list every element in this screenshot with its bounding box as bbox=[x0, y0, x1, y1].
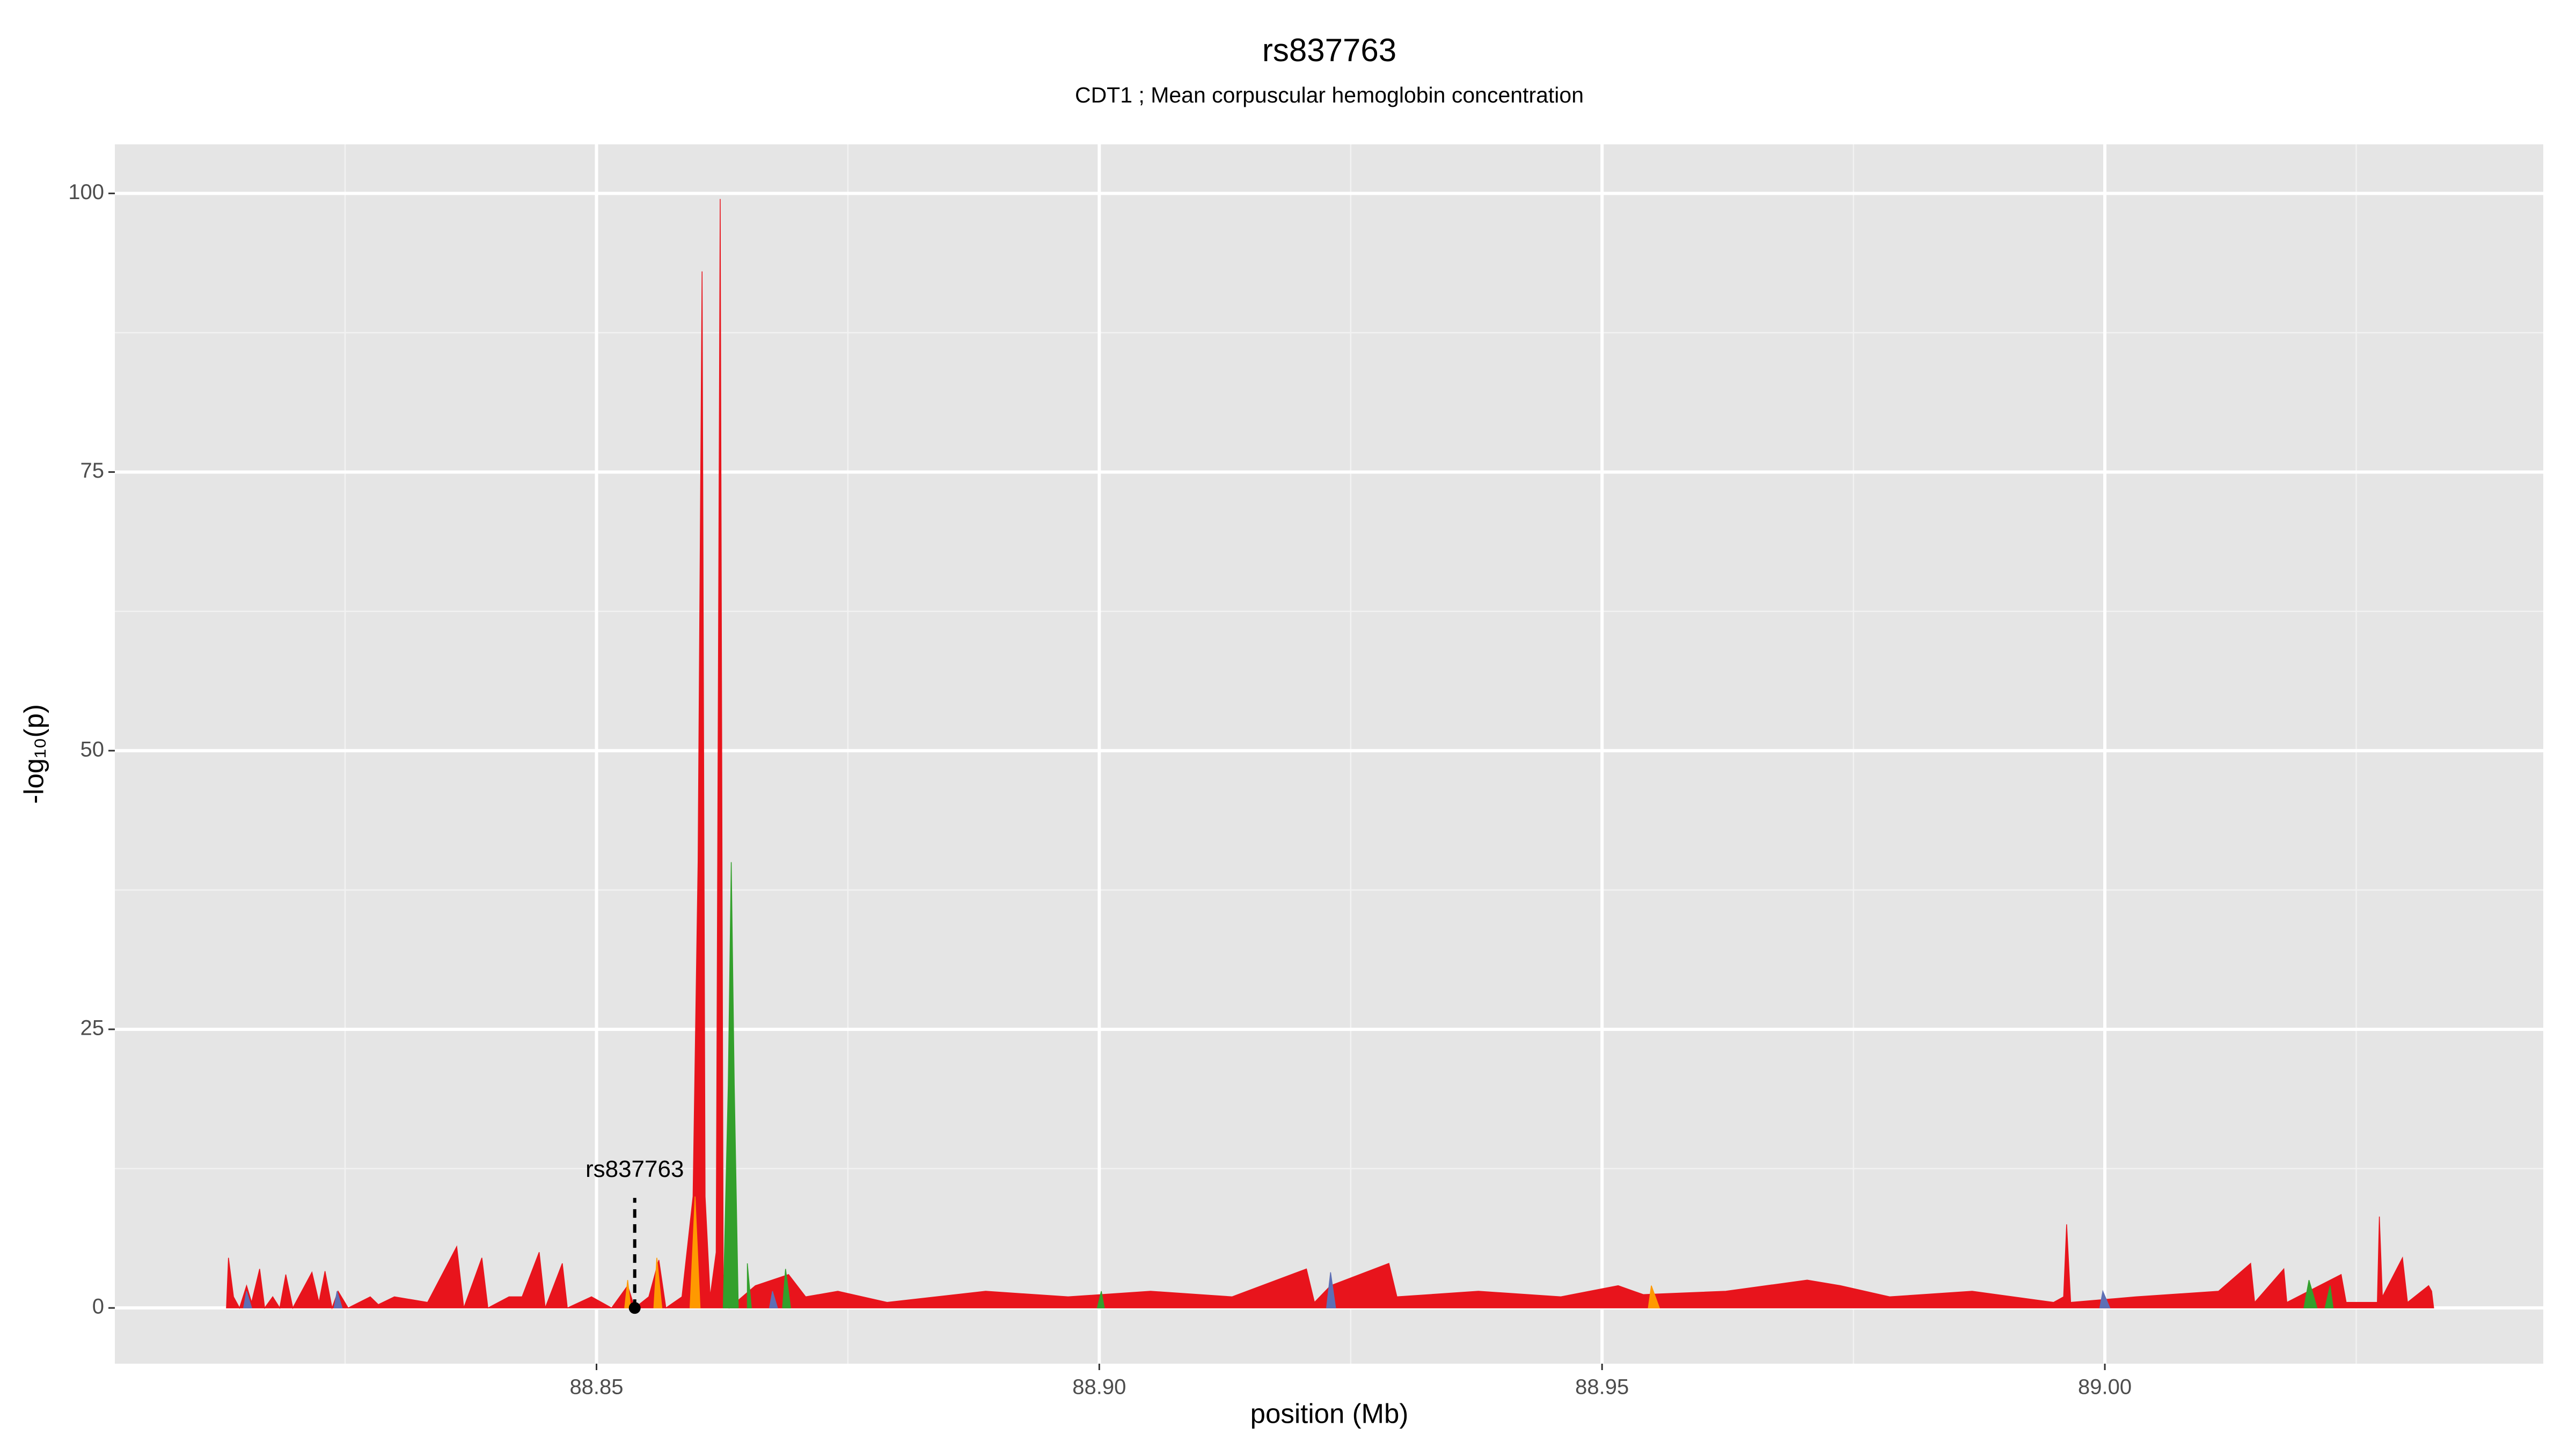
area bbox=[722, 862, 739, 1308]
area bbox=[2324, 1285, 2334, 1308]
chart-title: rs837763 bbox=[1262, 32, 1396, 68]
y-tick-label: 25 bbox=[80, 1016, 105, 1040]
area bbox=[2303, 1280, 2318, 1308]
y-tick-label: 75 bbox=[80, 459, 105, 482]
x-axis-title: position (Mb) bbox=[1250, 1398, 1409, 1429]
x-tick-label: 88.90 bbox=[1072, 1375, 1126, 1399]
area bbox=[747, 1263, 752, 1308]
area bbox=[2099, 1290, 2111, 1308]
area bbox=[243, 1291, 252, 1308]
area bbox=[226, 199, 2434, 1309]
area bbox=[333, 1291, 343, 1308]
y-tick-label: 0 bbox=[92, 1295, 104, 1319]
area bbox=[624, 1280, 632, 1308]
plot-panel bbox=[115, 144, 2543, 1364]
x-tick-label: 88.85 bbox=[569, 1375, 623, 1399]
annotation-point bbox=[628, 1302, 641, 1314]
area bbox=[1326, 1272, 1336, 1308]
area bbox=[653, 1257, 663, 1308]
area bbox=[769, 1291, 778, 1308]
area bbox=[1096, 1291, 1105, 1308]
y-tick-label: 100 bbox=[68, 180, 104, 204]
chart-subtitle: CDT1 ; Mean corpuscular hemoglobin conce… bbox=[1075, 83, 1584, 107]
y-tick-label: 50 bbox=[80, 737, 105, 761]
annotation-label: rs837763 bbox=[586, 1156, 684, 1182]
area bbox=[1648, 1285, 1660, 1308]
x-tick-label: 88.95 bbox=[1575, 1375, 1629, 1399]
x-tick-label: 89.00 bbox=[2078, 1375, 2132, 1399]
area bbox=[782, 1269, 791, 1308]
area bbox=[689, 1196, 701, 1308]
y-axis-title: -log₁₀(p) bbox=[18, 704, 49, 804]
